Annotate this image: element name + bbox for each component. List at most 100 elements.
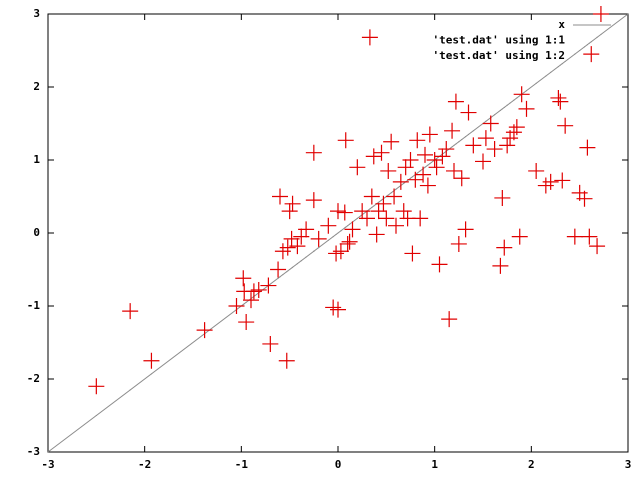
point-dot [416, 172, 418, 174]
point-cross [235, 270, 252, 287]
point-dot [356, 217, 358, 219]
point-dot [345, 226, 347, 228]
point-cross [363, 188, 380, 205]
point-cross [365, 148, 382, 165]
point-dot [279, 276, 281, 278]
point-cross [450, 235, 467, 252]
point-cross [122, 303, 139, 320]
point-cross [339, 235, 356, 252]
point-dot [453, 144, 455, 146]
point-dot [513, 99, 515, 101]
point-cross [415, 166, 432, 183]
point-dot [381, 199, 382, 201]
point-dot [327, 239, 329, 241]
x-tick-label: -1 [235, 458, 249, 471]
point-cross [274, 243, 291, 260]
point-cross [368, 226, 385, 243]
point-dot [411, 176, 413, 178]
point-cross [447, 93, 464, 110]
point-dot [387, 194, 389, 196]
point-dot [561, 63, 563, 65]
point-dot [282, 274, 284, 276]
y-tick-label: 2 [33, 80, 40, 93]
point-dot [335, 233, 337, 235]
point-cross [508, 119, 525, 136]
x-tick-label: -2 [138, 458, 151, 471]
point-dot [269, 283, 271, 285]
point-cross [434, 148, 451, 165]
point-dot [242, 304, 244, 306]
point-dot [245, 301, 247, 303]
point-dot [287, 270, 289, 272]
point-dot [292, 266, 294, 268]
point-cross [272, 188, 288, 205]
point-cross [589, 238, 606, 255]
point-dot [243, 303, 245, 305]
point-cross [397, 159, 414, 176]
point-cross [330, 203, 346, 220]
point-cross [528, 162, 545, 179]
point-cross [513, 86, 530, 103]
point-dot [501, 108, 503, 110]
point-cross [417, 146, 433, 163]
point-cross [446, 162, 462, 179]
point-dot [509, 102, 511, 104]
point-dot [95, 415, 97, 416]
point-dot [586, 44, 588, 46]
point-dot [344, 227, 346, 229]
point-dot [286, 271, 288, 273]
point-cross [196, 322, 213, 339]
point-cross [341, 233, 358, 250]
point-cross [566, 228, 583, 245]
legend-label: 'test.dat' using 1:1 [433, 34, 566, 47]
point-dot [277, 277, 279, 279]
point-cross [554, 172, 571, 189]
y-tick-label: 0 [33, 226, 40, 239]
point-cross [388, 217, 404, 234]
point-cross [332, 243, 349, 260]
legend-label: x [558, 18, 565, 31]
point-cross [404, 245, 421, 262]
point-cross [305, 144, 322, 161]
point-cross [250, 281, 267, 298]
point-dot [129, 389, 131, 391]
x-tick-label: 0 [335, 458, 342, 471]
point-cross [336, 204, 353, 221]
point-cross [284, 195, 301, 212]
point-cross [344, 221, 361, 238]
x-tick-label: 2 [528, 458, 535, 471]
point-cross [581, 228, 598, 245]
point-cross [486, 141, 503, 158]
point-cross [298, 221, 315, 238]
point-cross [402, 152, 419, 168]
point-dot [600, 33, 602, 35]
point-cross [293, 228, 310, 245]
point-cross [552, 93, 569, 110]
point-dot [349, 223, 351, 225]
point-cross [441, 311, 458, 328]
point-dot [373, 205, 375, 207]
y-tick-label: -1 [27, 299, 41, 312]
point-dot [557, 66, 559, 68]
y-tick-label: 1 [33, 153, 40, 166]
point-cross [419, 177, 436, 194]
point-cross [337, 132, 354, 149]
point-cross [482, 115, 499, 132]
point-dot [506, 104, 508, 106]
point-cross [386, 188, 403, 205]
point-cross [361, 29, 378, 46]
point-dot [590, 41, 592, 43]
point-cross [243, 292, 259, 309]
point-dot [468, 133, 469, 135]
point-cross [457, 221, 474, 238]
legend-label: 'test.dat' using 1:2 [433, 49, 565, 62]
point-dot [395, 188, 397, 190]
point-cross [499, 137, 516, 154]
y-tick-label: -2 [27, 372, 40, 385]
point-dot [535, 82, 537, 84]
point-dot [291, 267, 293, 269]
point-cross [278, 352, 295, 369]
point-cross [359, 210, 375, 227]
point-dot [410, 177, 411, 179]
